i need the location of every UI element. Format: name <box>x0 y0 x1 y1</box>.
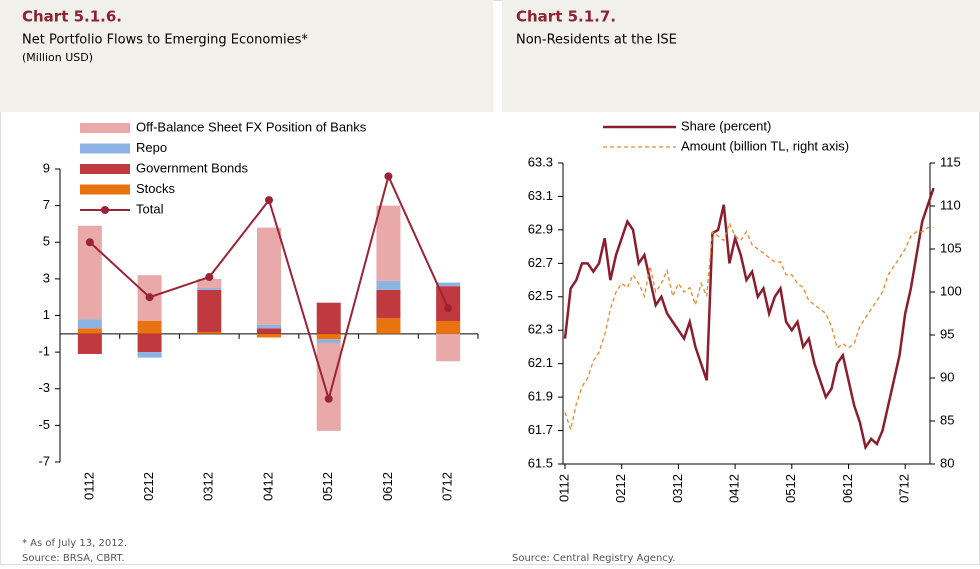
bar-segment <box>137 352 162 358</box>
total-marker <box>85 238 94 247</box>
x-tick-label: 0712 <box>897 474 912 503</box>
y-tick-label: 63.3 <box>528 154 553 169</box>
bar-segment <box>197 331 222 334</box>
legend-label: Share (percent) <box>681 118 771 133</box>
total-marker <box>145 293 154 302</box>
chart-subtitle: (Million USD) <box>22 51 93 64</box>
bar-segment <box>316 339 341 343</box>
y-tick-label: -3 <box>38 380 50 395</box>
chart-title: Net Portfolio Flows to Emerging Economie… <box>22 33 308 48</box>
bar-segment <box>77 319 102 329</box>
y2-tick-label: 95 <box>940 326 954 341</box>
y-tick-label: 1 <box>43 307 50 322</box>
bar-segment <box>376 280 401 290</box>
y-tick-label: 7 <box>43 197 50 212</box>
total-marker <box>384 172 393 181</box>
y-tick-label: 61.9 <box>528 389 553 404</box>
bar-segment <box>137 320 162 334</box>
y-tick-label: 62.3 <box>528 322 553 337</box>
legend-label: Government Bonds <box>136 160 249 175</box>
series-line <box>563 187 935 451</box>
legend-marker <box>101 206 109 214</box>
bar-segment <box>197 288 222 290</box>
y-tick-label: -1 <box>38 344 50 359</box>
x-tick-label: 0712 <box>440 472 455 501</box>
x-tick-label: 0512 <box>783 474 798 503</box>
bar-segment <box>257 227 281 325</box>
source: Source: Central Registry Agency. <box>512 553 675 564</box>
bar-segment <box>316 342 341 431</box>
bar-segment <box>257 333 281 338</box>
y-tick-label: -7 <box>38 453 50 468</box>
y-tick-label: 3 <box>43 270 50 285</box>
y2-tick-label: 105 <box>940 240 962 255</box>
bar-segment <box>257 328 281 334</box>
bar-segment <box>436 282 461 287</box>
chart-title: Non-Residents at the ISE <box>516 33 677 48</box>
bar-segment <box>197 278 222 289</box>
legend-swatch <box>80 184 130 195</box>
y-tick-label: 9 <box>43 160 50 175</box>
bar-segment <box>376 205 401 281</box>
y-tick-label: 61.5 <box>528 455 553 470</box>
x-tick-label: 0412 <box>260 472 275 501</box>
y2-tick-label: 80 <box>940 455 954 470</box>
x-tick-label: 0412 <box>727 474 742 503</box>
y-tick-label: 61.7 <box>528 422 553 437</box>
y-tick-label: 63.1 <box>528 188 553 203</box>
bar-segment <box>436 333 461 362</box>
legend-label: Stocks <box>136 181 176 196</box>
legend-label: Repo <box>136 140 167 155</box>
source: Source: BRSA, CBRT. <box>22 553 125 564</box>
bar-segment <box>316 333 341 340</box>
legend-label: Off-Balance Sheet FX Position of Banks <box>136 119 367 134</box>
x-tick-label: 0512 <box>320 472 335 501</box>
x-tick-label: 0112 <box>556 474 571 502</box>
bar-segment <box>197 289 222 332</box>
x-tick-label: 0212 <box>141 472 156 501</box>
total-marker <box>205 273 214 282</box>
y2-tick-label: 115 <box>940 154 961 169</box>
x-tick-label: 0312 <box>670 474 685 503</box>
total-marker <box>324 394 333 403</box>
legend-swatch <box>80 123 130 133</box>
header-right <box>502 0 980 112</box>
x-tick-label: 0612 <box>840 474 855 503</box>
y-tick-label: 5 <box>43 234 50 249</box>
y-tick-label: 62.5 <box>528 288 553 303</box>
x-tick-label: 0312 <box>201 472 216 501</box>
y2-tick-label: 100 <box>940 283 962 298</box>
y-tick-label: -5 <box>38 417 50 432</box>
bar-segment <box>436 320 461 334</box>
x-tick-label: 0612 <box>380 472 395 501</box>
y2-tick-label: 90 <box>940 369 954 384</box>
total-marker <box>265 196 273 205</box>
chart-number: Chart 5.1.6. <box>22 8 122 26</box>
bar-segment <box>376 289 401 319</box>
bar-segment <box>316 302 341 334</box>
bar-segment <box>77 333 102 354</box>
x-tick-label: 0112 <box>81 472 96 500</box>
header-left <box>0 0 493 112</box>
chart-number: Chart 5.1.7. <box>516 8 616 26</box>
series-line <box>564 221 934 433</box>
bar-segment <box>257 324 281 329</box>
legend-label: Total <box>136 201 164 216</box>
total-marker <box>444 304 453 313</box>
y2-tick-label: 110 <box>940 197 961 212</box>
y-tick-label: 62.1 <box>528 355 553 370</box>
legend-swatch <box>80 143 130 154</box>
bar-segment <box>77 328 102 334</box>
legend-label: Amount (billion TL, right axis) <box>681 138 849 153</box>
legend-swatch <box>80 164 130 174</box>
y-tick-label: 62.9 <box>528 221 553 236</box>
footnote: * As of July 13, 2012. <box>22 538 127 549</box>
bar-segment <box>376 318 401 334</box>
y-tick-label: 62.7 <box>528 255 553 270</box>
x-tick-label: 0212 <box>613 474 628 503</box>
y2-tick-label: 85 <box>940 412 954 427</box>
bar-segment <box>137 333 162 353</box>
